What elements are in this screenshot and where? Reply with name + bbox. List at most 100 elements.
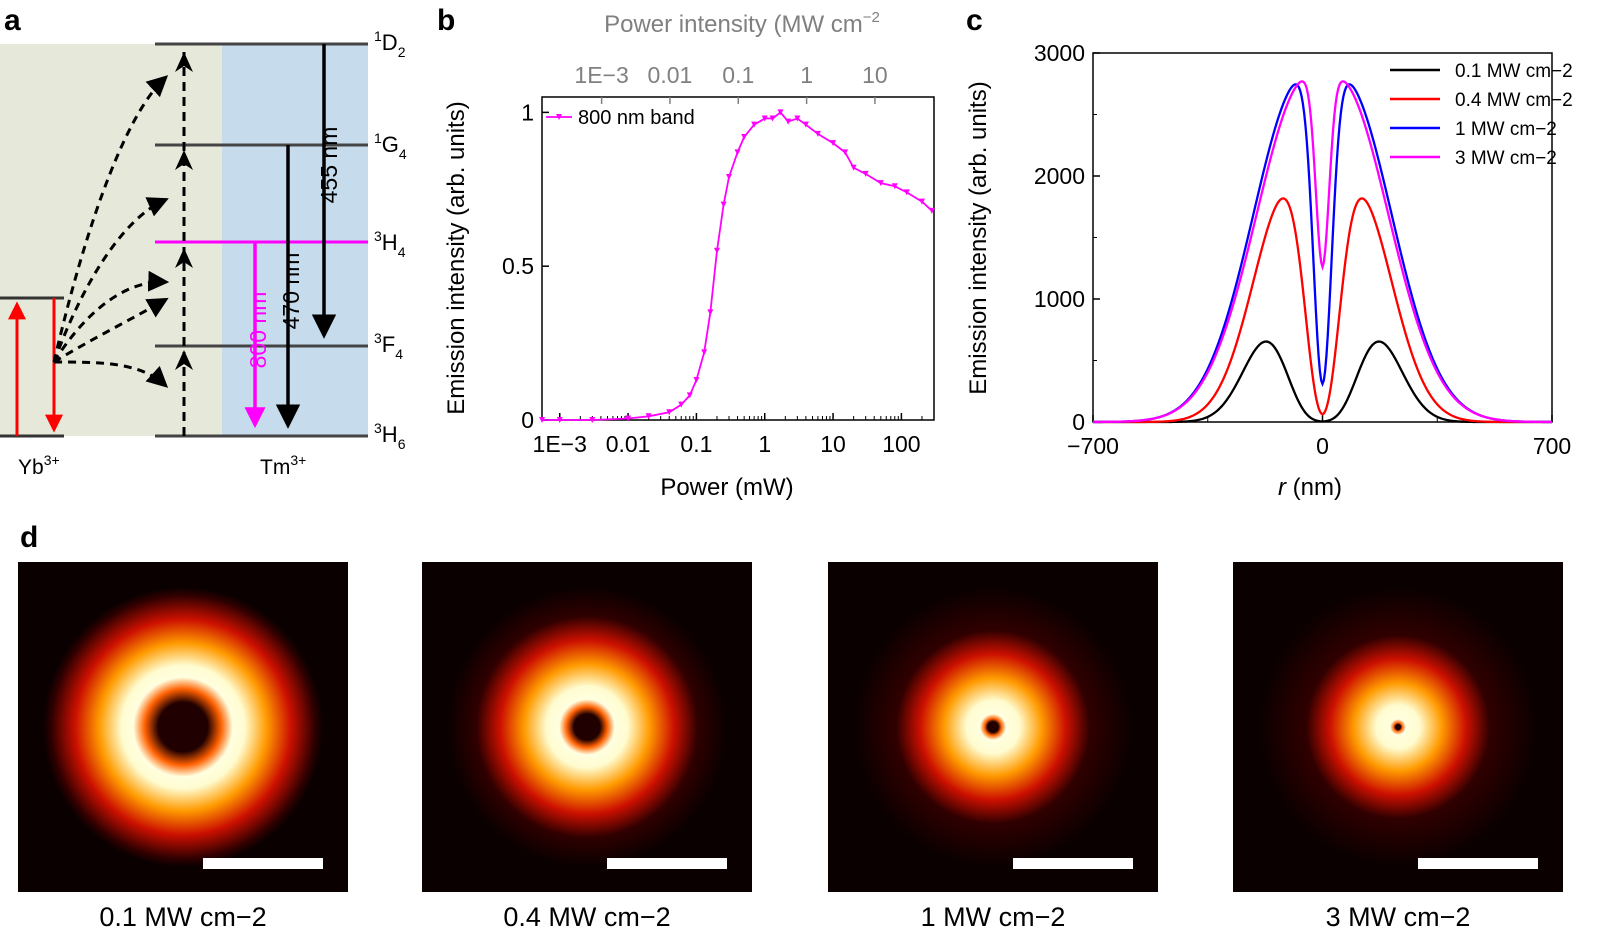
data-point: [720, 201, 727, 208]
data-point: [707, 309, 714, 316]
data-point: [713, 247, 720, 254]
top-axis-title: Power intensity (MW cm−2: [604, 9, 880, 38]
data-point: [666, 409, 673, 416]
panel-b: b Power intensity (MW cm−2 1E−3 0.01 0.1 1 1…: [437, 4, 935, 501]
y-tick-label: 0: [521, 407, 534, 433]
data-point: [842, 149, 849, 156]
legend-label: 3 MW cm−2: [1455, 148, 1557, 169]
x-tick-label: 0.1: [680, 431, 712, 457]
data-point: [814, 130, 821, 137]
level-label: 3H6: [374, 420, 406, 452]
level-sup: 1: [374, 28, 382, 44]
x-tick-label: −700: [1067, 433, 1119, 459]
level-sub: 6: [398, 436, 406, 452]
data-point: [678, 401, 685, 408]
series-line: [1092, 80, 1553, 424]
data-point: [802, 121, 809, 128]
level-sup: 3: [374, 330, 382, 346]
donut-image: [43, 587, 323, 867]
data-point: [769, 115, 776, 122]
image-caption: 1 MW cm−2: [921, 902, 1066, 932]
scale-bar: [607, 858, 727, 869]
data-point: [850, 164, 857, 171]
data-point: [686, 392, 693, 399]
data-point: [734, 149, 741, 156]
data-point: [903, 189, 910, 196]
y-tick-label: 1: [521, 99, 534, 125]
ion-label-tm: Tm3+: [260, 452, 306, 479]
plot-frame: [541, 96, 935, 421]
top-tick-label: 0.1: [722, 62, 754, 88]
level-sup: 3: [374, 420, 382, 436]
level-label: 1D2: [374, 28, 406, 60]
data-point: [862, 170, 869, 177]
panel-a: a 455 nm 470 nm 800 nm: [0, 4, 407, 479]
data-point: [751, 121, 758, 128]
ladder-arrowhead: [175, 248, 193, 268]
data-point: [645, 413, 652, 420]
yb-background: [0, 44, 222, 436]
y-tick-label: 0: [1072, 409, 1085, 435]
donut-image: [853, 587, 1133, 867]
donut-image: [447, 587, 727, 867]
top-tick-label: 0.01: [648, 62, 693, 88]
level-name: F: [382, 332, 395, 357]
data-point: [741, 133, 748, 140]
level-sup: 3: [374, 228, 382, 244]
data-point: [877, 180, 884, 187]
y-axis-title-b: Emission intensity (arb. units): [443, 101, 470, 414]
data-point: [726, 173, 733, 180]
ion-label-yb: Yb3+: [18, 452, 60, 479]
energy-transfer-curve: [52, 270, 170, 363]
x-tick-label: 1E−3: [533, 431, 587, 457]
image-caption: 3 MW cm−2: [1326, 902, 1471, 932]
tm-background: [222, 44, 368, 436]
level-sup: 1: [374, 130, 382, 146]
label-455nm: 455 nm: [316, 127, 342, 204]
level-sub: 2: [398, 44, 406, 60]
y-axis-title-c: Emission intensity (arb. units): [965, 81, 992, 394]
panel-label-d: d: [20, 521, 38, 554]
ladder-arrowhead: [175, 52, 193, 72]
donut-image: [1258, 587, 1538, 867]
data-point: [794, 115, 801, 122]
y-tick-label: 1000: [1034, 286, 1085, 312]
scale-bar: [1418, 858, 1538, 869]
level-label: 3H4: [374, 228, 406, 260]
y-tick-label: 0.5: [502, 253, 534, 279]
label-800nm: 800 nm: [245, 292, 271, 369]
image-caption: 0.1 MW cm−2: [99, 902, 266, 932]
data-point: [539, 417, 545, 423]
y-tick-label: 2000: [1034, 163, 1085, 189]
scale-bar: [203, 858, 323, 869]
image-caption: 0.4 MW cm−2: [503, 902, 670, 932]
x-axis-title-c: r (nm): [1278, 474, 1342, 501]
x-tick-label: 10: [820, 431, 846, 457]
energy-transfer-curve: [53, 297, 169, 364]
level-label: 1G4: [374, 130, 407, 162]
data-point: [830, 140, 837, 147]
y-tick-label: 3000: [1034, 40, 1085, 66]
panel-label-b: b: [437, 4, 455, 37]
level-name: G: [382, 132, 399, 157]
level-name: H: [382, 230, 398, 255]
data-point: [918, 198, 925, 205]
data-point: [625, 415, 632, 422]
top-tick-label: 1: [800, 62, 813, 88]
panel-label-a: a: [4, 4, 21, 37]
x-tick-label: 0.01: [606, 431, 651, 457]
x-tick-label: 0: [1316, 433, 1329, 459]
data-point: [589, 417, 596, 423]
legend-marker: [556, 114, 562, 120]
series-line: [1093, 197, 1552, 424]
level-sub: 4: [395, 346, 403, 362]
legend-label: 0.1 MW cm−2: [1455, 61, 1573, 82]
ladder-arrowhead: [175, 150, 193, 170]
legend-label: 800 nm band: [578, 107, 695, 129]
energy-transfer-curve: [52, 75, 169, 363]
panel-d: d 0.1 MW cm−2 0.4 MW cm−2 1 MW cm−2 3 MW cm…: [18, 521, 1563, 932]
data-point: [761, 115, 768, 122]
